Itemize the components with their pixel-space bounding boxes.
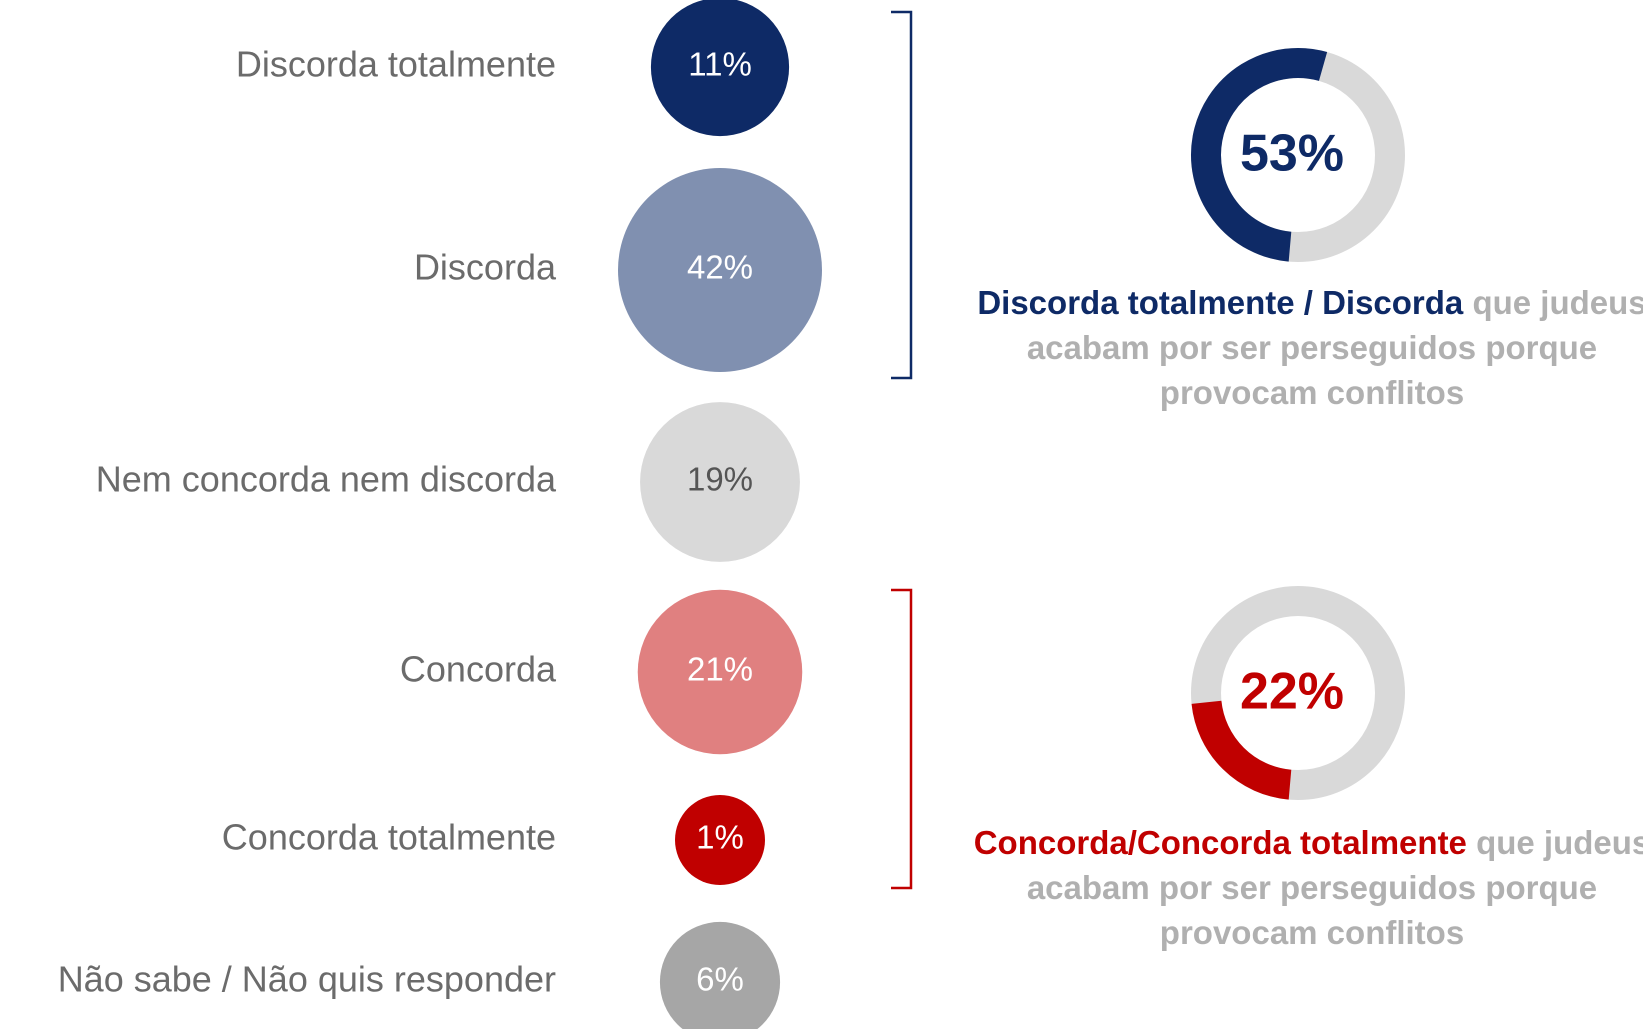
- category-label: Concorda totalmente: [222, 817, 556, 858]
- bubble: [650, 0, 790, 137]
- category-label: Discorda totalmente: [236, 44, 556, 85]
- bracket: [891, 10, 913, 380]
- value-label: 6%: [696, 961, 744, 998]
- donut-arc: [1191, 700, 1292, 800]
- caption-highlight: Discorda totalmente / Discorda: [977, 284, 1464, 321]
- bubble: [659, 921, 781, 1029]
- value-label: 21%: [687, 651, 753, 688]
- category-label: Discorda: [414, 247, 557, 288]
- category-label: Concorda: [400, 649, 557, 690]
- category-label: Não sabe / Não quis responder: [58, 959, 556, 1000]
- bubble: [618, 168, 822, 372]
- value-label: 1%: [696, 819, 744, 856]
- value-label: 19%: [687, 461, 753, 498]
- donut-arc: [1191, 48, 1328, 262]
- caption-text: que judeus acabam por ser perseguidos po…: [1026, 284, 1643, 411]
- value-label: 42%: [687, 249, 753, 286]
- bubble: [675, 795, 765, 885]
- caption-text: que judeus acabam por ser perseguidos po…: [1026, 824, 1643, 951]
- donut-label: 53%: [1240, 125, 1344, 183]
- bracket: [891, 588, 913, 890]
- caption: Concorda/Concorda totalmente que judeus …: [972, 820, 1643, 955]
- caption-highlight: Concorda/Concorda totalmente: [973, 824, 1467, 861]
- bubble: [640, 402, 800, 562]
- donut-label: 22%: [1240, 663, 1344, 721]
- bubble: [637, 589, 803, 755]
- caption: Discorda totalmente / Discorda que judeu…: [972, 280, 1643, 415]
- donut-track: [1191, 586, 1405, 800]
- category-label: Nem concorda nem discorda: [96, 459, 557, 500]
- value-label: 11%: [688, 46, 752, 83]
